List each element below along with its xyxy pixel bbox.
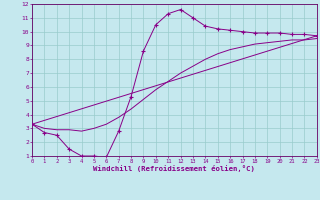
X-axis label: Windchill (Refroidissement éolien,°C): Windchill (Refroidissement éolien,°C) (93, 165, 255, 172)
